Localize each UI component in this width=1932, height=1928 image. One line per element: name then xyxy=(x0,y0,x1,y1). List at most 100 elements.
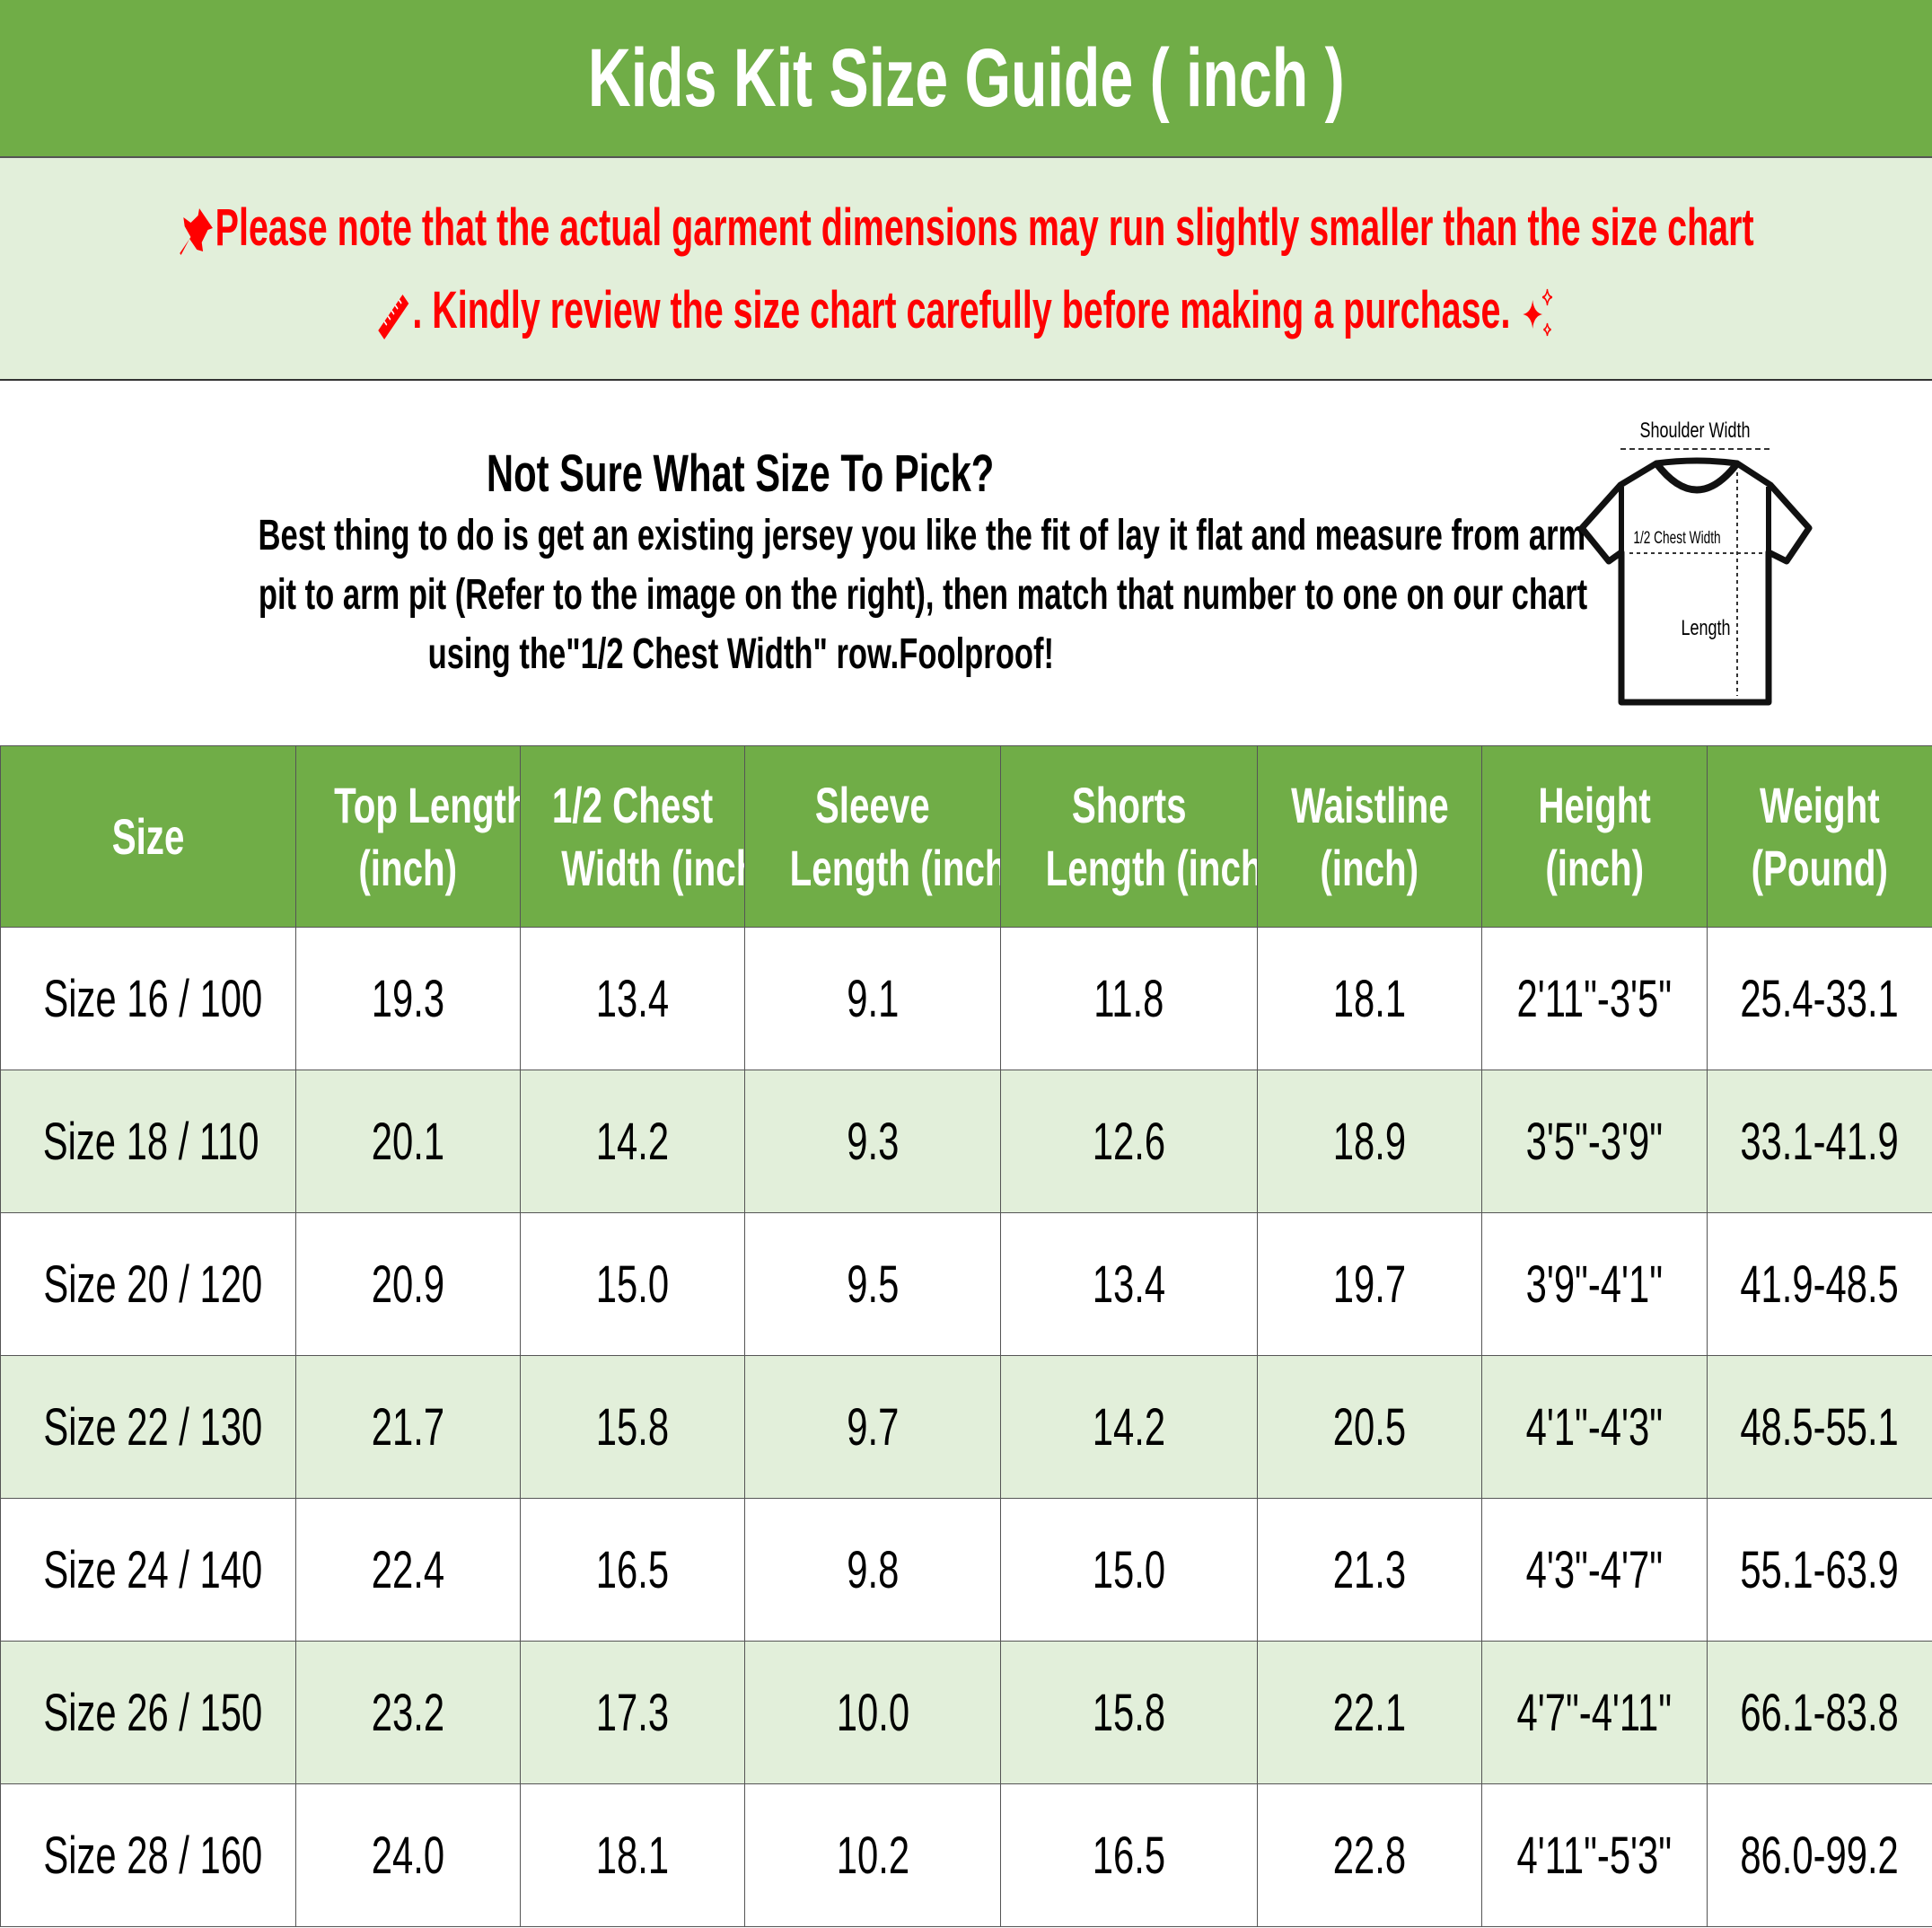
cell-text: 23.2 xyxy=(371,1683,445,1742)
cell-text: 13.4 xyxy=(1092,1255,1166,1314)
notice-banner: Please note that the actual garment dime… xyxy=(0,158,1932,381)
cell-text: 21.3 xyxy=(1332,1540,1407,1599)
value-cell: 24.0 xyxy=(295,1783,521,1927)
value-cell: 13.4 xyxy=(520,927,745,1070)
size-cell: Size 26 / 150 xyxy=(0,1641,296,1784)
cell-text: 16.5 xyxy=(595,1540,670,1599)
table-row: Size 28 / 160 24.0 18.1 10.2 16.5 22.8 4'11"-5… xyxy=(0,1783,1932,1927)
column-header: Height (inch) xyxy=(1481,745,1708,928)
value-cell: 9.3 xyxy=(744,1070,1001,1213)
value-cell: 15.8 xyxy=(1000,1641,1258,1784)
cell-text: 3'9"-4'1" xyxy=(1525,1255,1664,1314)
column-header-line: Size xyxy=(111,807,185,865)
value-cell: 19.7 xyxy=(1257,1212,1482,1356)
value-cell: 17.3 xyxy=(520,1641,745,1784)
cell-text: 12.6 xyxy=(1092,1112,1166,1171)
cell-text: 55.1-63.9 xyxy=(1740,1540,1900,1599)
length-label: Length xyxy=(1681,617,1730,640)
value-cell: 9.5 xyxy=(744,1212,1001,1356)
column-header-line: 1/2 Chest xyxy=(551,776,714,833)
value-cell: 10.2 xyxy=(744,1783,1001,1927)
cell-text: Size 22 / 130 xyxy=(43,1397,263,1457)
value-cell: 22.4 xyxy=(295,1498,521,1642)
cell-text: 10.0 xyxy=(836,1683,909,1742)
cell-text: 22.4 xyxy=(371,1540,445,1599)
value-cell: 55.1-63.9 xyxy=(1707,1498,1932,1642)
cell-text: 4'3"-4'7" xyxy=(1525,1540,1664,1599)
cell-text: 15.8 xyxy=(1092,1683,1166,1742)
cell-text: Size 20 / 120 xyxy=(43,1255,263,1314)
value-cell: 33.1-41.9 xyxy=(1707,1070,1932,1213)
value-cell: 18.1 xyxy=(1257,927,1482,1070)
cell-text: Size 24 / 140 xyxy=(43,1540,263,1599)
help-text-line: pit to arm pit (Refer to the image on th… xyxy=(258,571,1588,619)
value-cell: 4'3"-4'7" xyxy=(1481,1498,1708,1642)
cell-text: 9.8 xyxy=(846,1540,900,1599)
column-header-line: Top Length xyxy=(334,776,521,833)
cell-text: 13.4 xyxy=(595,969,670,1028)
title-banner: Kids Kit Size Guide ( inch ) xyxy=(0,0,1932,158)
value-cell: 2'11"-3'5" xyxy=(1481,927,1708,1070)
cell-text: 9.1 xyxy=(846,969,900,1028)
cell-text: 48.5-55.1 xyxy=(1740,1397,1900,1457)
value-cell: 4'11"-5'3" xyxy=(1481,1783,1708,1927)
value-cell: 18.1 xyxy=(520,1783,745,1927)
column-header-line: Sleeve xyxy=(815,776,930,833)
column-header-line: Weight xyxy=(1760,776,1880,833)
cell-text: 22.1 xyxy=(1332,1683,1407,1742)
cell-text: 19.7 xyxy=(1332,1255,1407,1314)
table-row: Size 20 / 120 20.9 15.0 9.5 13.4 19.7 3'9"-4'1… xyxy=(0,1212,1932,1356)
value-cell: 20.1 xyxy=(295,1070,521,1213)
pushpin-icon xyxy=(180,207,213,255)
value-cell: 4'1"-4'3" xyxy=(1481,1355,1708,1499)
column-header: Top Length (inch) xyxy=(295,745,521,928)
value-cell: 23.2 xyxy=(295,1641,521,1784)
shoulder-width-label: Shoulder Width xyxy=(1639,419,1750,443)
cell-text: 41.9-48.5 xyxy=(1740,1255,1900,1314)
table-row: Size 18 / 110 20.1 14.2 9.3 12.6 18.9 3'5"-3'9… xyxy=(0,1070,1932,1213)
value-cell: 20.9 xyxy=(295,1212,521,1356)
cell-text: 21.7 xyxy=(371,1397,445,1457)
cell-text: 9.7 xyxy=(846,1397,900,1457)
value-cell: 16.5 xyxy=(520,1498,745,1642)
cell-text: 15.8 xyxy=(595,1397,670,1457)
cell-text: 18.1 xyxy=(1332,969,1407,1028)
cell-text: 24.0 xyxy=(371,1826,445,1885)
value-cell: 3'5"-3'9" xyxy=(1481,1070,1708,1213)
notice-line-2: . Kindly review the size chart carefully… xyxy=(411,281,1511,340)
value-cell: 66.1-83.8 xyxy=(1707,1641,1932,1784)
value-cell: 15.0 xyxy=(520,1212,745,1356)
column-header-line: Width (inch) xyxy=(561,839,743,896)
column-header-line: Length (inch) xyxy=(1045,839,1258,896)
column-header-line: Shorts xyxy=(1071,776,1187,833)
value-cell: 14.2 xyxy=(520,1070,745,1213)
cell-text: 9.5 xyxy=(846,1255,900,1314)
value-cell: 21.3 xyxy=(1257,1498,1482,1642)
help-text-line: Best thing to do is get an existing jers… xyxy=(258,512,1586,559)
table-row: Size 24 / 140 22.4 16.5 9.8 15.0 21.3 4'3"-4'7… xyxy=(0,1498,1932,1642)
column-header-line: (inch) xyxy=(358,839,458,896)
chest-width-label: 1/2 Chest Width xyxy=(1633,528,1720,548)
column-header: Size xyxy=(0,745,296,928)
value-cell: 48.5-55.1 xyxy=(1707,1355,1932,1499)
value-cell: 11.8 xyxy=(1000,927,1258,1070)
column-header-line: Waistline xyxy=(1290,776,1449,833)
size-cell: Size 20 / 120 xyxy=(0,1212,296,1356)
value-cell: 41.9-48.5 xyxy=(1707,1212,1932,1356)
value-cell: 10.0 xyxy=(744,1641,1001,1784)
cell-text: Size 18 / 110 xyxy=(42,1112,259,1171)
cell-text: 18.1 xyxy=(595,1826,670,1885)
cell-text: 25.4-33.1 xyxy=(1740,969,1900,1028)
cell-text: 20.5 xyxy=(1332,1397,1407,1457)
value-cell: 18.9 xyxy=(1257,1070,1482,1213)
cell-text: 10.2 xyxy=(836,1826,909,1885)
column-header-line: (inch) xyxy=(1320,839,1419,896)
value-cell: 13.4 xyxy=(1000,1212,1258,1356)
notice-line-1: Please note that the actual garment dime… xyxy=(215,198,1754,258)
cell-text: Size 16 / 100 xyxy=(43,969,263,1028)
cell-text: 66.1-83.8 xyxy=(1740,1683,1900,1742)
cell-text: 9.3 xyxy=(846,1112,900,1171)
value-cell: 22.8 xyxy=(1257,1783,1482,1927)
table-row: Size 26 / 150 23.2 17.3 10.0 15.8 22.1 4'7"-4'… xyxy=(0,1641,1932,1784)
cell-text: 18.9 xyxy=(1332,1112,1407,1171)
